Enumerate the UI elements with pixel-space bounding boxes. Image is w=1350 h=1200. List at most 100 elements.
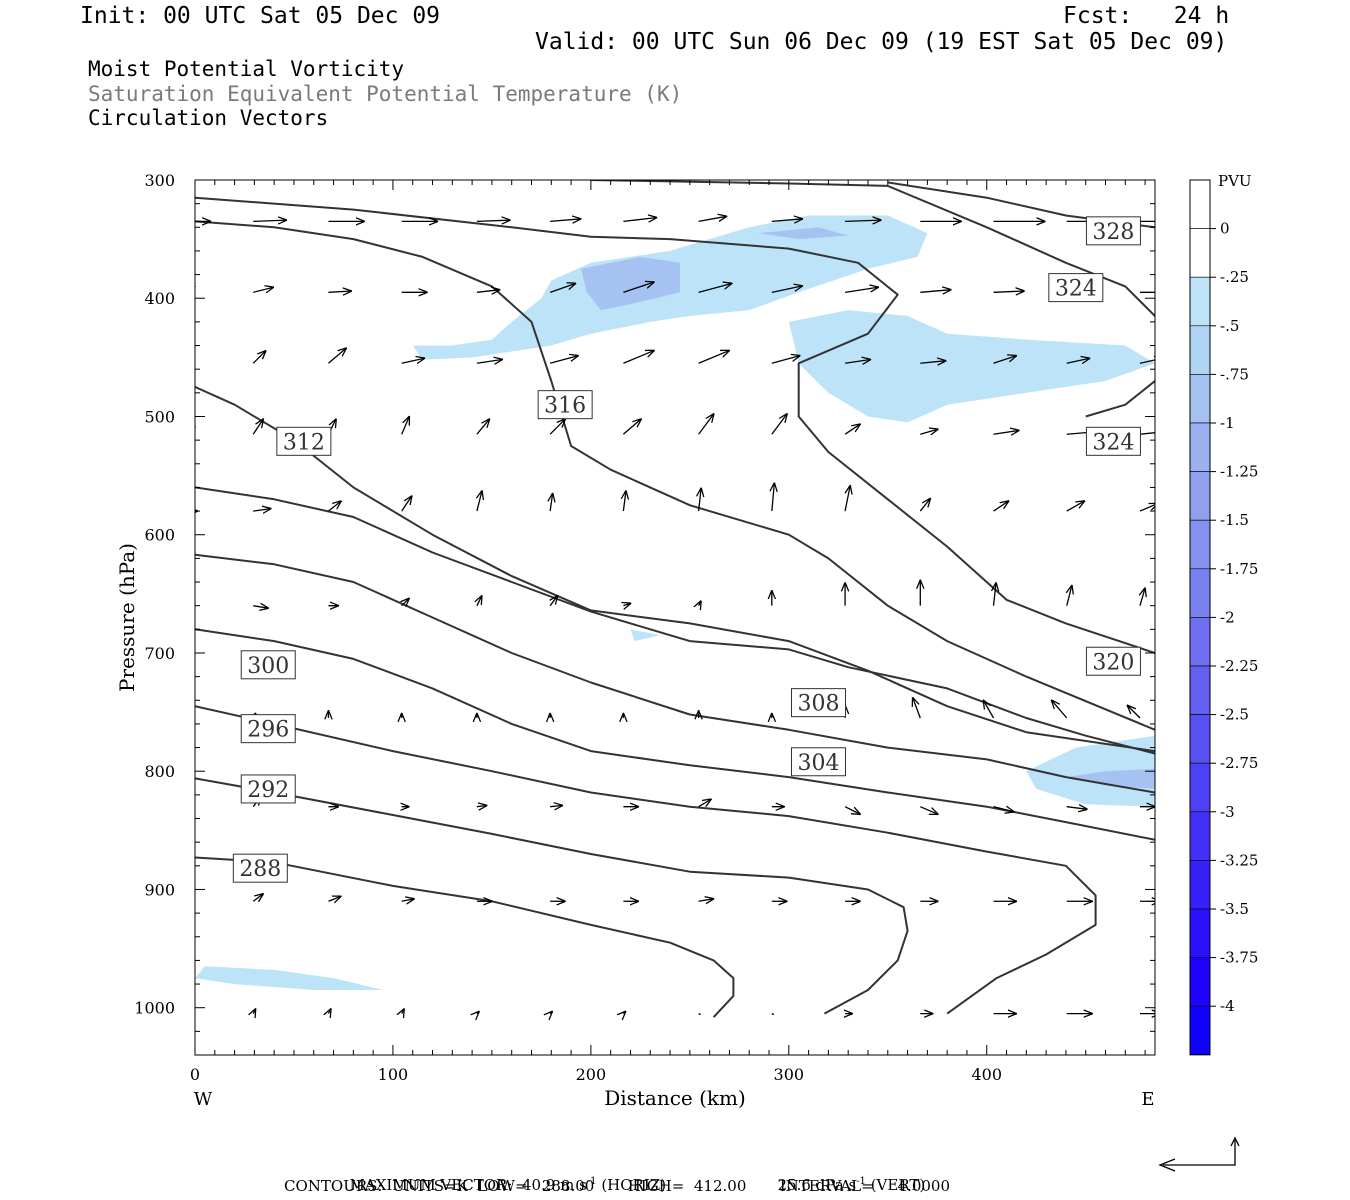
vector-1-11 bbox=[993, 291, 1025, 292]
vector-3-11 bbox=[993, 430, 1020, 434]
contour-label-box-9 bbox=[1085, 426, 1141, 456]
vector-1-1 bbox=[253, 287, 274, 292]
vector-7-7 bbox=[698, 799, 712, 808]
contour-label-328-11: 328 bbox=[1092, 220, 1134, 245]
vector-9-3 bbox=[402, 1008, 405, 1013]
vector-6-12 bbox=[1051, 700, 1068, 719]
colorbar-tick-label: -1.25 bbox=[1220, 463, 1258, 481]
vector-9-5 bbox=[550, 1011, 553, 1014]
colorbar-tick-label: -3.5 bbox=[1220, 900, 1249, 918]
vector-2-9 bbox=[844, 359, 871, 363]
vector-9-1 bbox=[253, 1008, 256, 1013]
contour-label-box-4 bbox=[791, 747, 847, 777]
field-label-theta-es: Saturation Equivalent Potential Temperat… bbox=[88, 82, 683, 106]
contour-label-296-2: 296 bbox=[247, 718, 289, 743]
vector-3-1 bbox=[252, 419, 263, 435]
colorbar-tick-label: -1 bbox=[1220, 414, 1235, 432]
contour-label-320-8: 320 bbox=[1092, 650, 1134, 675]
colorbar-cell-17 bbox=[1189, 1005, 1211, 1056]
vector-4-10 bbox=[919, 498, 930, 512]
x-axis-title: Distance (km) bbox=[604, 1086, 746, 1110]
vector-2-8 bbox=[771, 356, 801, 364]
vector-0-6 bbox=[623, 218, 657, 222]
colorbar-cell-16 bbox=[1189, 957, 1211, 1007]
colorbar-cell-1 bbox=[1189, 228, 1211, 278]
vert-tag: (VERT) bbox=[870, 1176, 926, 1194]
colorbar-tick-label: -3.25 bbox=[1220, 851, 1258, 869]
max-vector-label: MAXIMUM VECTOR: bbox=[349, 1176, 513, 1194]
contour-label-box-5 bbox=[791, 688, 847, 718]
vector-5-5 bbox=[550, 595, 558, 607]
field-label-mpv: Moist Potential Vorticity bbox=[88, 57, 405, 81]
vector-2-5 bbox=[549, 356, 579, 364]
vector-3-9 bbox=[844, 424, 861, 435]
vector-9-0 bbox=[180, 1008, 183, 1013]
vector-1-7 bbox=[698, 283, 733, 293]
mpv-shading bbox=[195, 215, 1155, 990]
y-tick-label: 700 bbox=[144, 644, 175, 663]
contour-label-box-3 bbox=[240, 650, 296, 680]
contour-labels: 288 292 296 300 304 308 312 316 320 324 324 328 bbox=[232, 216, 1141, 883]
contour-label-box-8 bbox=[1085, 646, 1141, 676]
colorbar-tick-label: -.5 bbox=[1220, 317, 1239, 335]
vector-7-0 bbox=[180, 799, 188, 807]
colorbar-tick-label: -3.75 bbox=[1220, 949, 1258, 967]
contour-label-box-0 bbox=[232, 853, 288, 883]
colorbar-tick-label: -2.25 bbox=[1220, 657, 1258, 675]
vector-7-11 bbox=[993, 807, 1015, 812]
colorbar-cell-5 bbox=[1189, 422, 1211, 472]
x-tick-label: 200 bbox=[576, 1065, 607, 1084]
x-end-label-west: W bbox=[194, 1089, 213, 1110]
vector-4-11 bbox=[993, 501, 1010, 512]
contour-label-300-3: 300 bbox=[247, 654, 289, 679]
valid-time: Valid: 00 UTC Sun 06 Dec 09 (19 EST Sat … bbox=[535, 29, 1228, 55]
colorbar-cell-8 bbox=[1189, 568, 1211, 618]
vector-4-7 bbox=[699, 488, 702, 512]
vector-0-5 bbox=[550, 219, 581, 222]
vector-9-2 bbox=[328, 1008, 331, 1013]
vector-9-4 bbox=[477, 1011, 480, 1014]
vector-0-4 bbox=[476, 220, 511, 221]
y-tick-label: 400 bbox=[144, 289, 175, 308]
contour-312-6 bbox=[195, 385, 1155, 753]
contour-292-1 bbox=[195, 777, 909, 1015]
vector-4-4 bbox=[477, 490, 482, 512]
mpv-region-5 bbox=[1026, 735, 1155, 807]
x-tick-label: 100 bbox=[378, 1065, 409, 1084]
contour-label-324-10: 324 bbox=[1055, 277, 1097, 302]
horiz-exponent: -1 bbox=[586, 1176, 597, 1187]
colorbar-tick-label: -2 bbox=[1220, 608, 1235, 626]
contour-324-10 bbox=[1085, 380, 1155, 418]
vector-1-9 bbox=[844, 287, 879, 293]
vector-2-7 bbox=[698, 350, 730, 364]
colorbar-units: PVU bbox=[1218, 172, 1252, 190]
vector-8-2 bbox=[328, 896, 341, 901]
vector-4-5 bbox=[550, 493, 553, 512]
colorbar-cell-4 bbox=[1189, 374, 1211, 424]
contour-label-box-7 bbox=[537, 390, 593, 420]
contour-308-5 bbox=[195, 486, 1155, 755]
colorbar-cell-9 bbox=[1189, 617, 1211, 667]
vector-2-10 bbox=[920, 361, 946, 364]
vector-1-10 bbox=[920, 290, 951, 293]
vector-9-6 bbox=[623, 1011, 626, 1014]
vector-9-7 bbox=[698, 1013, 701, 1016]
x-tick-label: 0 bbox=[190, 1065, 200, 1084]
vector-3-5 bbox=[549, 419, 566, 435]
vector-7-4 bbox=[476, 805, 487, 806]
contour-label-308-5: 308 bbox=[798, 692, 840, 717]
vector-5-11 bbox=[994, 582, 997, 606]
colorbar-tick-label: -1.5 bbox=[1220, 511, 1249, 529]
vector-4-13 bbox=[1139, 503, 1155, 512]
max-vector-horiz: 40.9 m s bbox=[521, 1176, 587, 1194]
vector-5-4 bbox=[477, 595, 482, 606]
vector-4-1 bbox=[253, 509, 271, 512]
contour-296-2 bbox=[195, 705, 1097, 1015]
mpv-region-3 bbox=[759, 227, 849, 240]
contour-300-3 bbox=[195, 628, 1155, 841]
contour-label-box-6 bbox=[276, 426, 332, 456]
horiz-tag: (HORIZ) bbox=[601, 1176, 667, 1194]
colorbar-cell-3 bbox=[1189, 325, 1211, 375]
vector-1-0 bbox=[195, 286, 196, 293]
